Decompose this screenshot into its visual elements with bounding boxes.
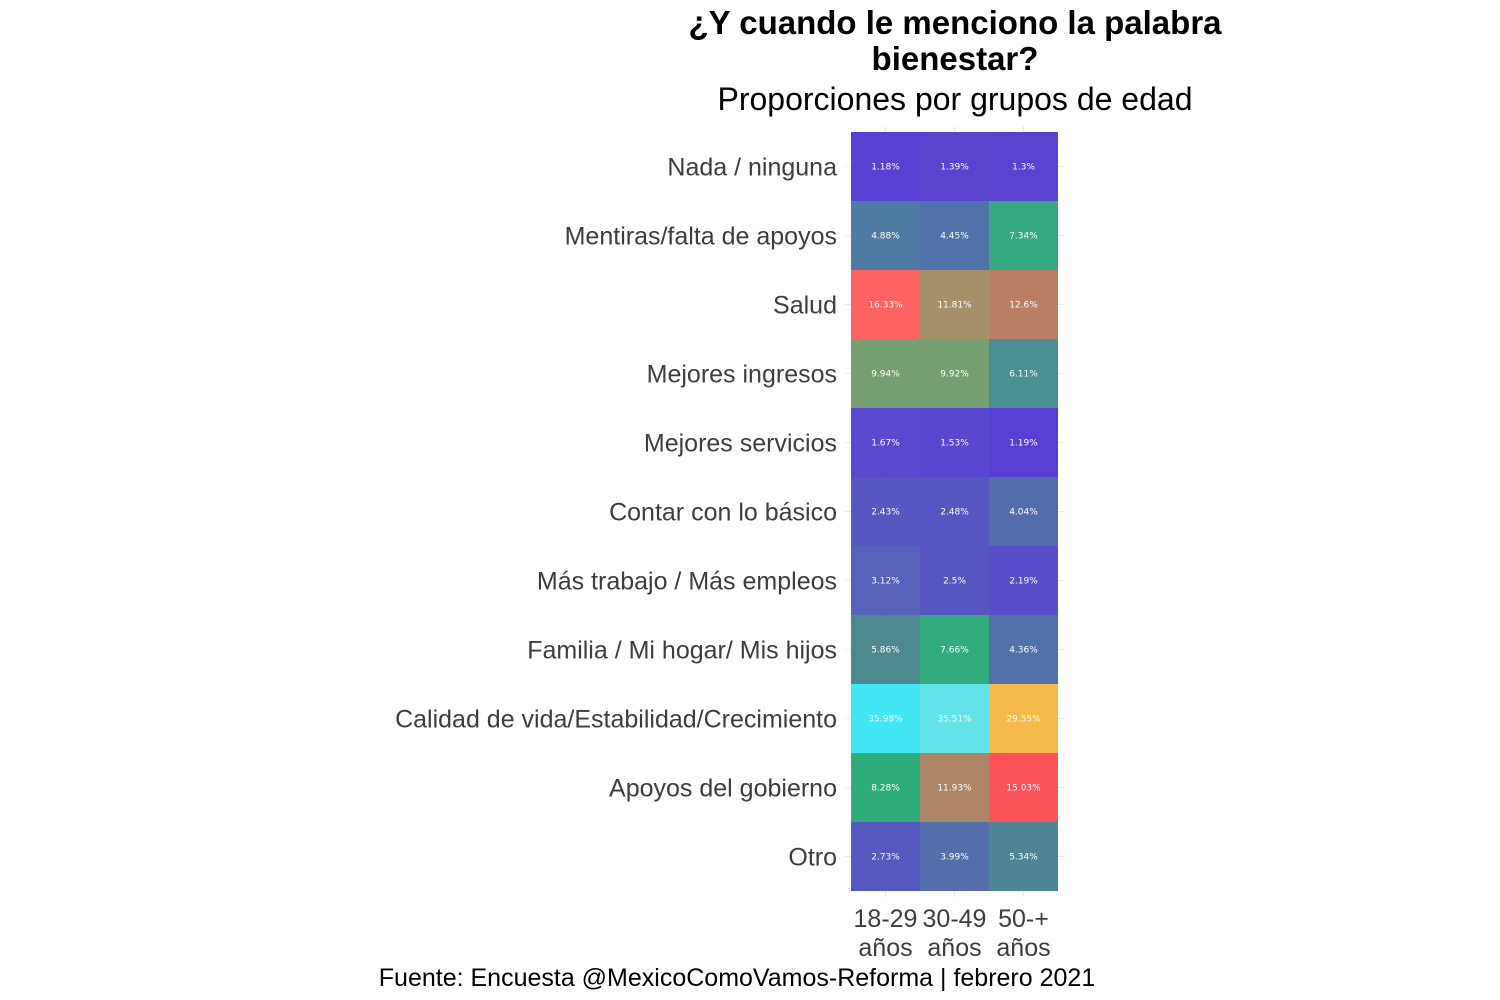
cell-value-label: 16.33% xyxy=(868,301,903,311)
cell-value-label: 9.92% xyxy=(940,370,969,380)
heatmap-cell xyxy=(920,270,989,339)
cell-value-label: 4.36% xyxy=(1009,646,1038,656)
y-axis-label: Más trabajo / Más empleos xyxy=(537,568,837,596)
heatmap-cell xyxy=(851,822,920,891)
x-axis-label-unit: años xyxy=(858,934,912,962)
heatmap-cell xyxy=(989,339,1058,408)
y-axis-label: Contar con lo básico xyxy=(609,499,837,527)
heatmap-cell xyxy=(989,201,1058,270)
cell-value-label: 4.45% xyxy=(940,232,969,242)
heatmap-cell xyxy=(989,408,1058,477)
cell-value-label: 35.51% xyxy=(937,715,972,725)
cell-value-label: 2.43% xyxy=(871,508,900,518)
chart-subtitle: Proporciones por grupos de edad xyxy=(718,81,1193,117)
cell-value-label: 5.34% xyxy=(1009,853,1038,863)
heatmap-cell xyxy=(920,477,989,546)
cell-value-label: 7.34% xyxy=(1009,232,1038,242)
cell-value-label: 1.3% xyxy=(1012,163,1035,173)
heatmap-cell xyxy=(851,408,920,477)
cell-value-label: 3.99% xyxy=(940,853,969,863)
cell-value-label: 4.04% xyxy=(1009,508,1038,518)
heatmap-cells: 1.18% 1.39% 1.3% 4.88% 4.45% 7.34% 16.33% 11.81… xyxy=(851,132,1058,891)
x-axis-label: 30-49 xyxy=(923,905,987,933)
x-axis-label: 50-+ xyxy=(998,905,1049,933)
heatmap-cell xyxy=(989,132,1058,201)
cell-value-label: 1.53% xyxy=(940,439,969,449)
chart-caption: Fuente: Encuesta @MexicoComoVamos-Reform… xyxy=(379,964,1095,992)
y-axis-label: Apoyos del gobierno xyxy=(609,775,837,803)
x-axis-label-unit: años xyxy=(927,934,981,962)
y-axis-label: Calidad de vida/Estabilidad/Crecimiento xyxy=(395,706,837,734)
cell-value-label: 2.73% xyxy=(871,853,900,863)
cell-value-label: 1.19% xyxy=(1009,439,1038,449)
cell-value-label: 6.11% xyxy=(1009,370,1038,380)
cell-value-label: 11.81% xyxy=(937,301,972,311)
cell-value-label: 12.6% xyxy=(1009,301,1038,311)
heatmap-cell xyxy=(851,684,920,753)
chart-title-line2: bienestar? xyxy=(872,40,1039,77)
heatmap-cell xyxy=(920,546,989,615)
heatmap-cell xyxy=(920,615,989,684)
heatmap-cell xyxy=(851,132,920,201)
y-axis-labels: Nada / ninguna Mentiras/falta de apoyos Sa… xyxy=(395,154,837,872)
cell-value-label: 3.12% xyxy=(871,577,900,587)
y-axis-label: Salud xyxy=(773,292,837,320)
heatmap-cell xyxy=(920,201,989,270)
cell-value-label: 2.48% xyxy=(940,508,969,518)
heatmap-cell xyxy=(989,822,1058,891)
heatmap-cell xyxy=(920,753,989,822)
cell-value-label: 15.03% xyxy=(1006,784,1041,794)
heatmap-cell xyxy=(851,270,920,339)
x-axis-label: 18-29 xyxy=(854,905,918,933)
cell-value-label: 5.86% xyxy=(871,646,900,656)
cell-value-label: 35.98% xyxy=(868,715,903,725)
heatmap-cell xyxy=(989,270,1058,339)
cell-value-label: 1.39% xyxy=(940,163,969,173)
y-axis-label: Mejores servicios xyxy=(644,430,837,458)
heatmap-cell xyxy=(851,753,920,822)
cell-value-label: 29.55% xyxy=(1006,715,1041,725)
heatmap-cell xyxy=(989,753,1058,822)
cell-value-label: 4.88% xyxy=(871,232,900,242)
cell-value-label: 8.28% xyxy=(871,784,900,794)
chart-title-line1: ¿Y cuando le menciono la palabra xyxy=(688,4,1222,41)
y-axis-label: Otro xyxy=(788,844,837,872)
heatmap-cell xyxy=(989,546,1058,615)
heatmap-cell xyxy=(989,615,1058,684)
heatmap-cell xyxy=(920,822,989,891)
cell-value-label: 1.67% xyxy=(871,439,900,449)
heatmap-cell xyxy=(920,408,989,477)
cell-value-label: 2.5% xyxy=(943,577,966,587)
heatmap-cell xyxy=(920,339,989,408)
heatmap-cell xyxy=(851,201,920,270)
cell-value-label: 9.94% xyxy=(871,370,900,380)
cell-value-label: 7.66% xyxy=(940,646,969,656)
cell-value-label: 2.19% xyxy=(1009,577,1038,587)
heatmap-cell xyxy=(989,477,1058,546)
heatmap-cell xyxy=(920,132,989,201)
y-axis-label: Mentiras/falta de apoyos xyxy=(565,223,837,251)
heatmap-cell xyxy=(851,615,920,684)
cell-value-label: 1.18% xyxy=(871,163,900,173)
heatmap-cell xyxy=(989,684,1058,753)
cell-value-label: 11.93% xyxy=(937,784,972,794)
y-axis-label: Mejores ingresos xyxy=(647,361,837,389)
heatmap-cell xyxy=(920,684,989,753)
x-axis-label-unit: años xyxy=(996,934,1050,962)
y-axis-label: Familia / Mi hogar/ Mis hijos xyxy=(527,637,837,665)
y-axis-label: Nada / ninguna xyxy=(667,154,837,182)
heatmap-cell xyxy=(851,546,920,615)
heatmap-cell xyxy=(851,339,920,408)
heatmap-cell xyxy=(851,477,920,546)
